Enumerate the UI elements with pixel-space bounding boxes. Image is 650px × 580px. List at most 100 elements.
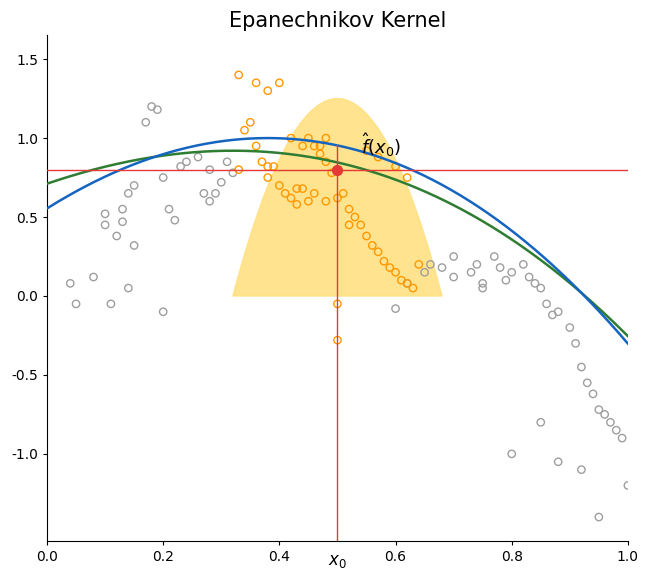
Point — [623, 481, 633, 490]
Point — [576, 362, 586, 372]
Point — [129, 181, 139, 190]
Point — [536, 418, 546, 427]
Point — [402, 279, 412, 288]
Point — [413, 260, 424, 269]
Point — [298, 142, 308, 151]
Point — [123, 188, 133, 198]
Point — [402, 173, 412, 182]
Point — [565, 323, 575, 332]
Point — [280, 188, 291, 198]
Point — [320, 157, 331, 166]
Point — [367, 241, 378, 250]
Point — [205, 197, 215, 206]
Point — [332, 165, 343, 175]
Point — [118, 217, 128, 226]
Point — [112, 231, 122, 241]
Title: Epanechnikov Kernel: Epanechnikov Kernel — [229, 11, 446, 31]
Point — [233, 70, 244, 79]
Point — [536, 284, 546, 293]
Point — [478, 284, 488, 293]
Point — [391, 162, 401, 171]
Point — [588, 389, 598, 398]
Point — [344, 205, 354, 214]
Point — [379, 256, 389, 266]
Point — [222, 157, 232, 166]
Point — [315, 142, 325, 151]
Point — [274, 181, 285, 190]
Point — [373, 247, 384, 256]
Point — [129, 241, 139, 250]
Point — [227, 168, 238, 177]
Point — [506, 450, 517, 459]
Point — [140, 118, 151, 127]
Point — [210, 188, 220, 198]
Point — [599, 409, 610, 419]
Point — [518, 260, 528, 269]
Point — [524, 273, 534, 282]
Point — [181, 157, 192, 166]
Point — [303, 133, 313, 143]
Point — [425, 260, 436, 269]
Point — [593, 512, 604, 521]
Point — [611, 426, 621, 435]
Point — [251, 142, 261, 151]
Point — [286, 194, 296, 203]
Point — [617, 433, 627, 443]
Point — [303, 197, 313, 206]
Point — [146, 102, 157, 111]
Point — [448, 252, 459, 261]
Point — [199, 188, 209, 198]
Point — [356, 220, 366, 230]
Point — [205, 165, 215, 175]
Point — [361, 146, 372, 155]
Point — [437, 263, 447, 272]
Point — [257, 157, 267, 166]
Point — [361, 231, 372, 241]
Point — [571, 339, 581, 348]
Point — [495, 263, 505, 272]
Point — [466, 267, 476, 277]
Point — [268, 162, 279, 171]
Point — [402, 279, 412, 288]
Point — [320, 197, 331, 206]
Point — [385, 263, 395, 272]
Point — [245, 118, 255, 127]
Point — [576, 465, 586, 474]
Point — [448, 273, 459, 282]
Point — [315, 149, 325, 158]
Point — [582, 378, 592, 387]
Point — [472, 260, 482, 269]
Point — [309, 188, 319, 198]
Point — [332, 194, 343, 203]
Point — [292, 184, 302, 193]
Point — [408, 284, 418, 293]
Point — [605, 418, 616, 427]
Point — [263, 173, 273, 182]
Point — [309, 142, 319, 151]
Point — [593, 405, 604, 414]
Point — [71, 299, 81, 309]
Point — [233, 165, 244, 175]
Point — [396, 276, 406, 285]
Point — [320, 133, 331, 143]
Point — [489, 252, 499, 261]
Point — [478, 279, 488, 288]
Point — [176, 162, 186, 171]
Point — [350, 212, 360, 222]
Point — [118, 205, 128, 214]
Point — [541, 299, 552, 309]
Point — [391, 304, 401, 313]
Point — [88, 273, 99, 282]
Point — [547, 310, 558, 320]
Point — [332, 299, 343, 309]
Point — [263, 162, 273, 171]
Text: $x_0$: $x_0$ — [328, 553, 347, 570]
Point — [553, 307, 564, 317]
Point — [239, 125, 250, 135]
Point — [193, 153, 203, 162]
Point — [553, 457, 564, 466]
Point — [65, 279, 75, 288]
Point — [292, 200, 302, 209]
Point — [530, 279, 540, 288]
Point — [506, 267, 517, 277]
